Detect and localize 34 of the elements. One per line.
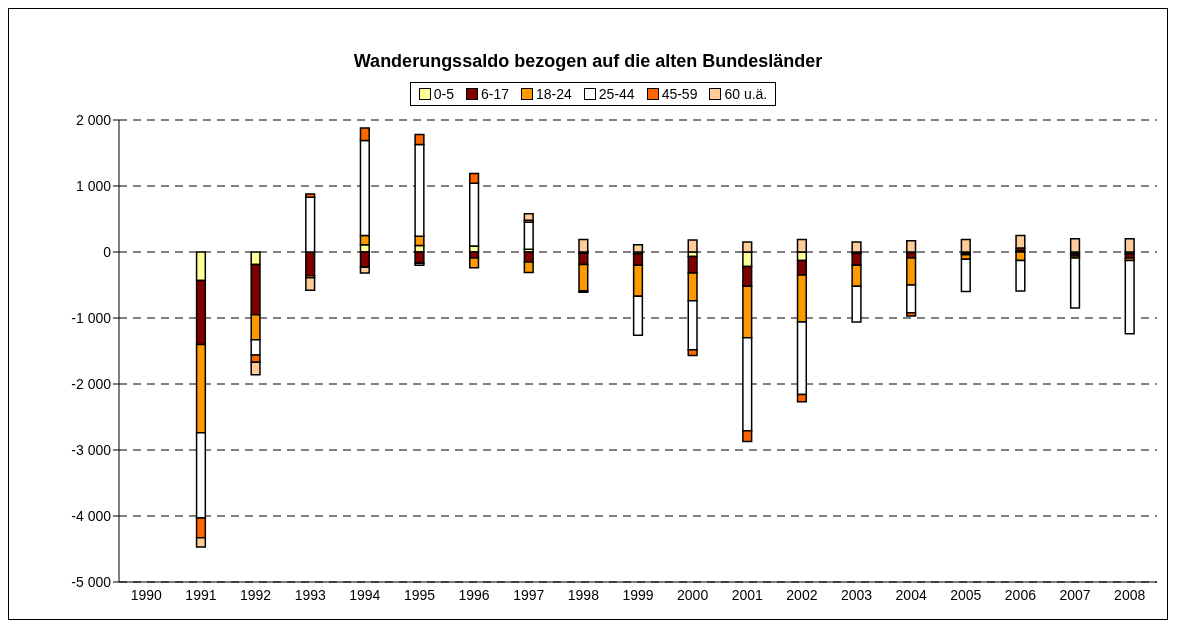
x-tick-label: 2003 — [840, 586, 873, 603]
x-tick-label: 1993 — [294, 586, 326, 603]
y-tick-label: 1 000 — [75, 177, 112, 194]
legend-label: 0-5 — [432, 86, 454, 102]
x-tick-label: 2008 — [1114, 586, 1146, 603]
x-tick-label: 1995 — [403, 586, 436, 603]
y-tick-label: -5 000 — [71, 573, 112, 590]
y-tick-label: -1 000 — [71, 309, 112, 326]
legend-label: 18-24 — [535, 86, 572, 102]
y-tick-label: 0 — [103, 243, 112, 260]
x-tick-label: 1992 — [240, 586, 272, 603]
x-tick-label: 2007 — [1059, 586, 1091, 603]
x-tick-label: 1996 — [458, 586, 490, 603]
x-tick-label: 2005 — [950, 586, 982, 603]
x-tick-label: 1999 — [622, 586, 654, 603]
y-tick-label: -2 000 — [71, 375, 112, 392]
x-tick-label: 2006 — [1004, 586, 1037, 603]
x-tick-label: 2000 — [677, 586, 709, 603]
x-tick-label: 1990 — [130, 586, 163, 603]
x-tick-label: 2001 — [731, 586, 764, 603]
x-tick-label: 1991 — [185, 586, 217, 603]
y-tick-label: 2 000 — [75, 111, 112, 128]
x-tick-label: 2004 — [895, 586, 927, 603]
legend-label: 6-17 — [479, 86, 509, 102]
x-tick-label: 2002 — [786, 586, 818, 603]
chart-title: Wanderungssaldo bezogen auf die alten Bundesländer — [352, 51, 824, 73]
y-tick-label: -3 000 — [71, 441, 112, 458]
x-tick-label: 1998 — [567, 586, 600, 603]
y-tick-label: -4 000 — [71, 507, 112, 524]
legend-label: 60 u.ä. — [723, 86, 768, 102]
x-tick-label: 1997 — [513, 586, 545, 603]
legend-label: 45-59 — [660, 86, 698, 102]
x-tick-label: 1994 — [349, 586, 381, 603]
legend-label: 25-44 — [597, 86, 635, 102]
